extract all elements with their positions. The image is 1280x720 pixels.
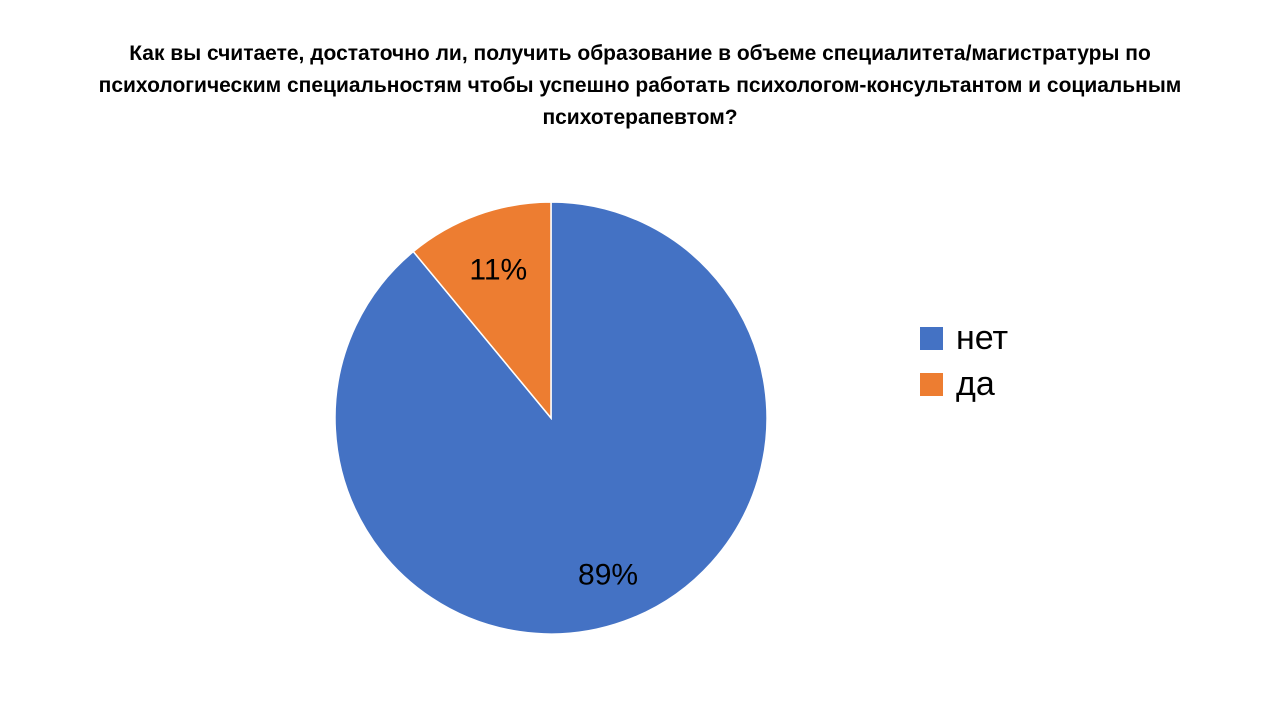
pie-slice-да xyxy=(412,201,552,421)
chart-title: Как вы считаете, достаточно ли, получить… xyxy=(98,42,1182,129)
legend-swatch xyxy=(920,326,943,350)
legend-item-нет: нет xyxy=(920,315,1008,361)
legend-label: нет xyxy=(956,319,1009,357)
chart-legend: нет да xyxy=(920,315,1008,407)
legend-swatch xyxy=(920,372,943,396)
data-label-нет: 89% xyxy=(578,558,638,591)
legend-item-да: да xyxy=(920,361,1008,407)
legend-label: да xyxy=(956,365,995,403)
pie-data-labels: 89% 11% xyxy=(469,254,638,592)
pie-slices xyxy=(334,201,768,635)
data-label-да: 11% xyxy=(469,254,527,287)
